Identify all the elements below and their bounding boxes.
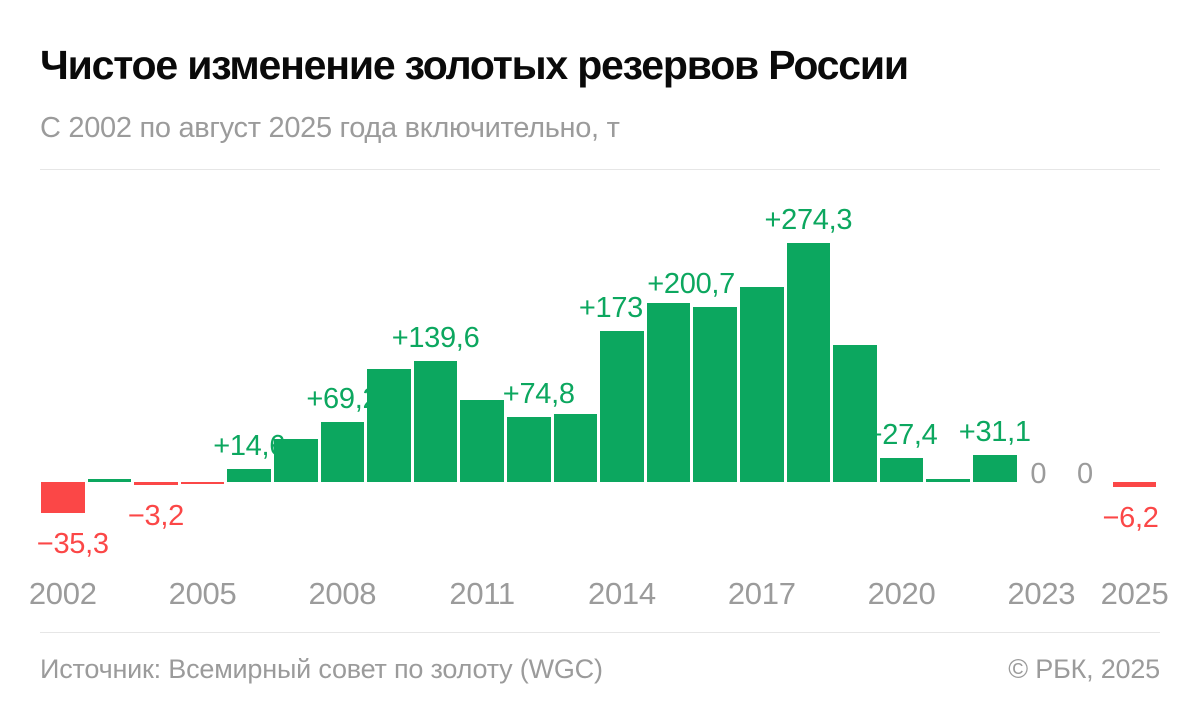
x-tick-2011: 2011: [449, 576, 515, 611]
x-tick-2023: 2023: [1007, 576, 1076, 611]
chart-title: Чистое изменение золотых резервов России: [40, 42, 909, 88]
value-label-2010: +139,6: [391, 321, 480, 354]
copyright-credit: © РБК, 2025: [1008, 654, 1160, 684]
x-tick-2025: 2025: [1100, 576, 1169, 611]
bar-2019: [833, 344, 877, 482]
value-label-2002: −35,3: [36, 527, 109, 560]
bottom-divider: [40, 632, 1160, 633]
x-tick-2020: 2020: [867, 576, 936, 611]
bar-2018: [786, 243, 831, 482]
bar-2021: [926, 479, 970, 482]
bar-2009: [367, 368, 411, 482]
x-tick-2005: 2005: [168, 576, 237, 611]
x-tick-2008: 2008: [308, 576, 377, 611]
bar-2006: [227, 469, 271, 482]
value-label-2018: +274,3: [764, 204, 853, 237]
value-label-2014: +173: [578, 292, 643, 325]
bar-2012: [507, 416, 551, 482]
x-tick-2002: 2002: [28, 576, 97, 611]
value-label-2022: +31,1: [958, 415, 1031, 448]
chart-subtitle: С 2002 по август 2025 года включительно,…: [40, 112, 620, 144]
value-label-2023: 0: [1030, 458, 1047, 490]
value-label-2016: +200,7: [647, 268, 735, 301]
x-tick-2017: 2017: [727, 576, 796, 611]
bar-2022: [973, 454, 1017, 482]
bar-2013: [553, 414, 598, 482]
bar-2010: [413, 360, 458, 482]
value-label-2012: +74,8: [502, 377, 575, 410]
bar-2007: [274, 439, 318, 482]
bar-2004: [134, 482, 178, 485]
value-label-2008: +69,2: [306, 382, 379, 415]
bar-2005: [180, 482, 225, 485]
value-label-2020: +27,4: [865, 419, 938, 452]
bar-2025: [1112, 482, 1157, 488]
bar-2020: [879, 458, 924, 482]
bar-2016: [693, 307, 737, 482]
bar-2011: [460, 400, 504, 482]
value-label-2024: 0: [1077, 458, 1093, 490]
top-divider: [40, 169, 1160, 170]
bar-2002: [41, 482, 85, 513]
bar-2003: [87, 478, 132, 482]
source-credit: Источник: Всемирный совет по золоту (WGC…: [40, 654, 603, 684]
bar-2014: [600, 331, 644, 482]
value-label-2025: −6,2: [1102, 502, 1159, 535]
bar-2017: [740, 287, 784, 482]
value-label-2006: +14,6: [213, 430, 286, 463]
x-tick-2014: 2014: [588, 576, 656, 611]
bar-2015: [646, 302, 691, 482]
value-label-2004: −3,2: [127, 499, 184, 532]
bar-2008: [320, 421, 365, 482]
